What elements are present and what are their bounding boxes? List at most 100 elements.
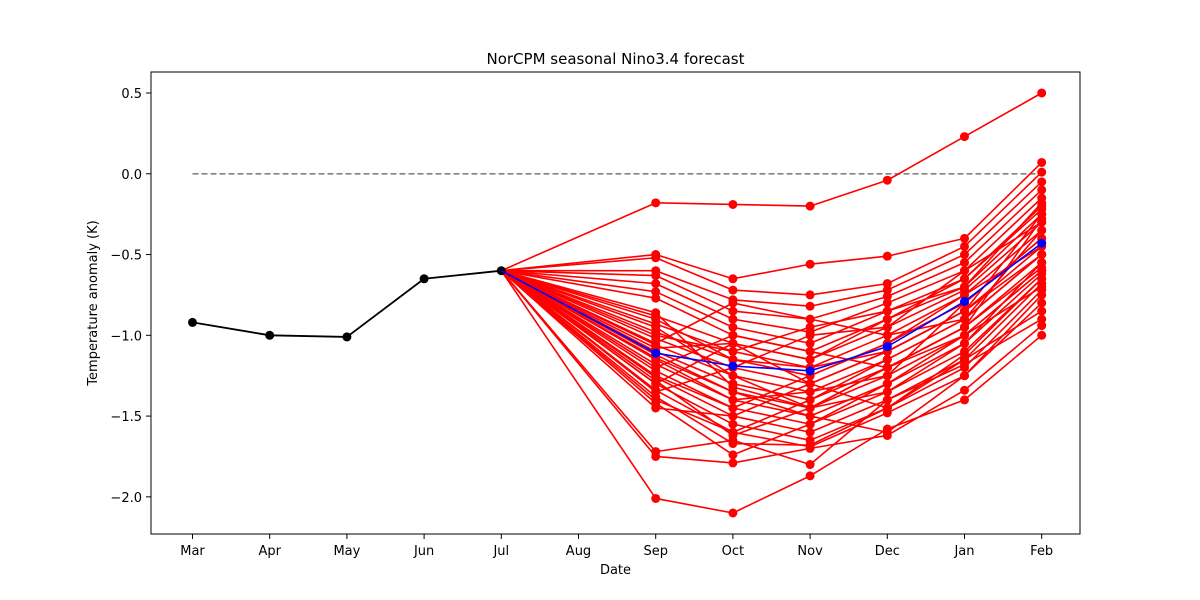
y-axis-label: Temperature anomaly (K) bbox=[86, 220, 101, 386]
ensemble-member-marker bbox=[1037, 314, 1047, 324]
ensemble-member-6 bbox=[501, 167, 1047, 300]
ensemble-member-marker bbox=[728, 285, 738, 295]
ensemble-member-marker bbox=[882, 330, 892, 340]
ensemble-member-marker bbox=[882, 251, 892, 261]
ensemble-member-marker bbox=[960, 258, 969, 268]
x-tick-label-dec: Dec bbox=[875, 544, 900, 559]
ensemble-member-marker bbox=[882, 279, 892, 289]
observed-marker bbox=[419, 274, 429, 284]
plot-border bbox=[150, 71, 1081, 535]
plot-area bbox=[150, 71, 1081, 535]
x-tick-label-mar: Mar bbox=[180, 544, 205, 559]
x-tick-label-nov: Nov bbox=[797, 544, 823, 559]
ensemble-member-marker bbox=[960, 132, 969, 142]
ensemble-member-marker bbox=[1037, 204, 1047, 214]
ensemble-member-marker bbox=[882, 175, 892, 185]
ensemble-member-marker bbox=[882, 285, 892, 295]
ensemble-member-7 bbox=[501, 177, 1047, 311]
ensemble-member-marker bbox=[805, 440, 815, 450]
ensemble-member-marker bbox=[651, 330, 661, 340]
ensemble-mean-marker bbox=[651, 348, 661, 358]
ensemble-member-marker bbox=[651, 314, 661, 324]
ensemble-member-marker bbox=[728, 199, 738, 209]
y-tick-label: −1.5 bbox=[110, 410, 142, 425]
ensemble-member-marker bbox=[882, 355, 892, 365]
ensemble-member-marker bbox=[651, 279, 661, 289]
observed-marker bbox=[342, 332, 352, 342]
x-tick-label-jun: Jun bbox=[413, 544, 434, 559]
ensemble-member-35 bbox=[500, 269, 1047, 413]
ensemble-member-marker bbox=[960, 350, 969, 360]
ensemble-member-marker bbox=[805, 314, 815, 324]
ensemble-member-marker bbox=[1037, 306, 1047, 316]
x-tick-label-apr: Apr bbox=[258, 544, 281, 559]
ensemble-member-marker bbox=[882, 298, 892, 308]
ensemble-member-marker bbox=[728, 274, 738, 284]
ensemble-member-marker bbox=[805, 460, 815, 470]
ensemble-member-marker bbox=[805, 403, 815, 413]
ensemble-member-36 bbox=[500, 250, 1047, 437]
x-tick-label-may: May bbox=[333, 544, 360, 559]
ensemble-member-28 bbox=[500, 198, 1047, 356]
x-tick-label-aug: Aug bbox=[566, 544, 591, 559]
ensemble-member-marker bbox=[728, 450, 738, 460]
ensemble-member-marker bbox=[728, 306, 738, 316]
ensemble-member-marker bbox=[805, 419, 815, 429]
ensemble-member-40 bbox=[500, 262, 1047, 440]
chart-title: NorCPM seasonal Nino3.4 forecast bbox=[486, 50, 744, 68]
ensemble-member-marker bbox=[1037, 167, 1047, 177]
ensemble-member-marker bbox=[960, 274, 969, 284]
ensemble-member-32 bbox=[500, 270, 1047, 373]
ensemble-member-marker bbox=[805, 411, 815, 421]
ensemble-member-marker bbox=[960, 371, 969, 381]
ensemble-member-marker bbox=[1037, 157, 1047, 167]
observed-marker bbox=[188, 317, 197, 327]
ensemble-member-1 bbox=[500, 88, 1047, 272]
ensemble-member-marker bbox=[651, 395, 661, 405]
ensemble-member-marker bbox=[728, 430, 738, 440]
x-tick-label-oct: Oct bbox=[722, 544, 744, 559]
ensemble-member-marker bbox=[728, 355, 738, 365]
ensemble-member-marker bbox=[728, 298, 738, 308]
ensemble-member-marker bbox=[728, 395, 738, 405]
ensemble-member-marker bbox=[728, 419, 738, 429]
ensemble-member-marker bbox=[1037, 250, 1047, 260]
ensemble-member-marker bbox=[805, 427, 815, 437]
ensemble-member-marker bbox=[651, 376, 661, 386]
ensemble-mean-layer bbox=[500, 238, 1047, 376]
ensemble-mean-marker bbox=[1037, 238, 1047, 248]
ensemble-member-marker bbox=[651, 253, 661, 263]
y-tick-label: −1.0 bbox=[110, 329, 142, 344]
ensemble-member-marker bbox=[651, 287, 661, 297]
ensemble-member-marker bbox=[728, 411, 738, 421]
ensemble-member-marker bbox=[1037, 282, 1047, 292]
ensemble-member-marker bbox=[1037, 225, 1047, 235]
ensemble-member-marker bbox=[960, 250, 969, 260]
ensemble-member-marker bbox=[882, 379, 892, 389]
ensemble-member-marker bbox=[882, 403, 892, 413]
ensemble-member-marker bbox=[805, 259, 815, 269]
ensemble-member-marker bbox=[805, 290, 815, 300]
ensemble-member-marker bbox=[882, 395, 892, 405]
ensemble-member-marker bbox=[960, 233, 969, 243]
ensemble-member-marker bbox=[805, 301, 815, 311]
y-tick-label: 0.0 bbox=[121, 168, 142, 183]
ensemble-member-marker bbox=[728, 322, 738, 332]
ensemble-member-marker bbox=[805, 322, 815, 332]
ensemble-member-marker bbox=[960, 395, 969, 405]
ensemble-member-marker bbox=[960, 282, 969, 292]
ensemble-member-marker bbox=[1037, 274, 1047, 284]
x-tick-label-jul: Jul bbox=[492, 544, 509, 559]
ensemble-member-marker bbox=[728, 439, 738, 449]
ensemble-member-marker bbox=[805, 346, 815, 356]
ensemble-member-marker bbox=[805, 387, 815, 397]
ensemble-member-marker bbox=[882, 427, 892, 437]
x-axis: Mar Apr May Jun Jul Aug Sep Oct Nov Dec Jan Feb bbox=[180, 534, 1053, 559]
ensemble-member-marker bbox=[728, 330, 738, 340]
ensemble-member-marker bbox=[1037, 298, 1047, 308]
ensemble-mean-marker bbox=[805, 366, 815, 376]
ensemble-member-2 bbox=[500, 270, 1047, 518]
ensemble-member-marker bbox=[1037, 185, 1047, 195]
ensemble-member-marker bbox=[1037, 88, 1047, 98]
ensemble-member-marker bbox=[805, 355, 815, 365]
